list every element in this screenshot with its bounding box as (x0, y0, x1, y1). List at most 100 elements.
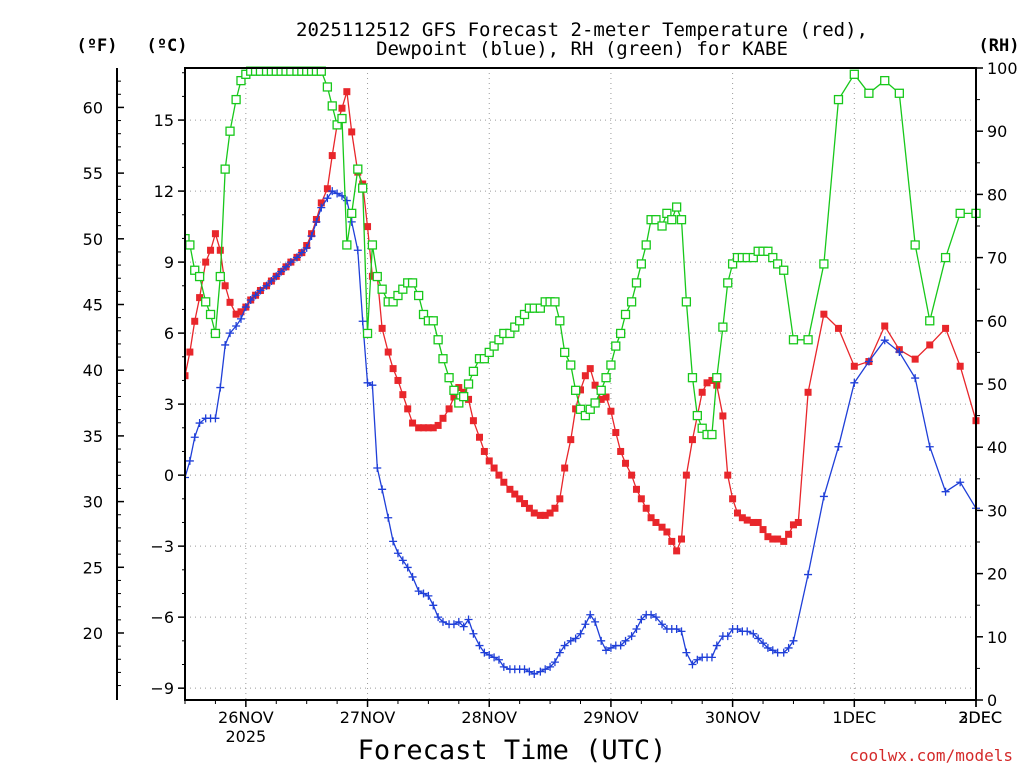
temperature-point (780, 537, 788, 545)
rh-point (535, 303, 545, 313)
dewpoint-line (185, 190, 977, 675)
temperature-point (561, 464, 569, 472)
dewpoint-point (541, 665, 550, 674)
rh-tick-label: 50 (987, 375, 1007, 394)
rh-point (819, 259, 829, 269)
rh-tick-label: 30 (987, 501, 1007, 520)
dewpoint-point (333, 189, 342, 198)
temperature-point (536, 511, 544, 519)
fahrenheit-tick-label: 55 (83, 164, 103, 183)
rh-point (575, 404, 586, 414)
temperature-point (729, 495, 737, 503)
temperature-point (216, 246, 224, 254)
rh-point (215, 271, 225, 282)
dewpoint-point (571, 634, 580, 643)
temperature-point (506, 485, 514, 493)
rh-point (763, 246, 773, 256)
dewpoint-point (363, 378, 372, 387)
temperature-point (617, 447, 625, 455)
dewpoint-point (682, 648, 691, 657)
temperature-point (577, 386, 584, 394)
temperature-point (602, 393, 610, 401)
x-tick-label: 29NOV (583, 708, 639, 727)
celsius-tick-label: −3 (150, 537, 174, 556)
rh-point (489, 341, 499, 351)
rh-point (585, 404, 595, 414)
dewpoint-point (499, 662, 508, 671)
dewpoint-point (759, 639, 768, 648)
rh-point (185, 233, 190, 244)
temperature-point (530, 509, 538, 517)
temperature-point (394, 376, 402, 384)
temperature-point (415, 424, 423, 432)
rh-point (631, 278, 642, 288)
rh-point (479, 354, 490, 364)
temperature-point (738, 514, 746, 522)
x-tick-label: 2DEC (958, 708, 1002, 727)
temperature-point (688, 436, 696, 444)
rh-point (606, 360, 616, 370)
dewpoint-point (302, 243, 311, 252)
dewpoint-point (277, 267, 286, 276)
x-tick-label: 3DEC (958, 708, 1002, 727)
rh-point (468, 366, 479, 377)
fahrenheit-tick-label: 20 (83, 624, 103, 643)
dewpoint-point (236, 314, 245, 323)
rh-point (367, 240, 378, 250)
celsius-tick-label: 9 (164, 253, 174, 272)
temperature-point (541, 511, 549, 519)
dewpoint-point (520, 665, 529, 674)
dewpoint-point (246, 295, 255, 304)
rh-point (676, 215, 687, 225)
rh-point (377, 284, 387, 294)
dewpoint-point (459, 622, 468, 631)
dewpoint-point (723, 632, 732, 641)
dewpoint-point (597, 636, 606, 645)
dewpoint-point (749, 629, 758, 638)
temperature-point (237, 308, 245, 316)
rh-point (463, 379, 474, 389)
rh-point (940, 252, 951, 263)
rh-point (626, 297, 637, 307)
rh-point (449, 385, 459, 395)
dewpoint-point (712, 641, 721, 650)
rh-point (322, 82, 333, 92)
celsius-tick-label: 15 (154, 111, 174, 130)
dewpoint-point (241, 303, 250, 312)
dewpoint-point (490, 653, 499, 662)
rh-point (372, 271, 382, 282)
dewpoint-point (536, 667, 545, 676)
fahrenheit-tick-label: 50 (83, 230, 103, 249)
rh-point (707, 429, 717, 440)
rh-point (671, 202, 682, 212)
dewpoint-point (763, 643, 772, 652)
temperature-point (637, 495, 645, 503)
rh-point (772, 259, 783, 269)
temperature-point (389, 365, 397, 373)
temperature-point (185, 372, 189, 380)
dewpoint-point (819, 492, 828, 501)
temperature-point (942, 324, 950, 332)
dewpoint-point (834, 442, 843, 451)
dewpoint-point (469, 629, 478, 638)
fahrenheit-tick-label: 40 (83, 361, 103, 380)
temperature-point (455, 384, 463, 392)
rh-point (864, 88, 874, 98)
rh-point (185, 240, 195, 250)
temperature-point (202, 258, 210, 266)
dewpoint-point (297, 248, 306, 257)
dewpoint-point (398, 556, 407, 565)
rh-tick-label: 100 (987, 59, 1018, 78)
dewpoint-point (262, 281, 271, 290)
rh-point (519, 309, 530, 320)
temperature-point (834, 324, 842, 332)
rh-point (894, 88, 904, 98)
temperature-point (754, 518, 762, 526)
dewpoint-point (591, 617, 600, 626)
temperature-point (546, 509, 554, 517)
rh-point (388, 297, 398, 307)
rh-point (880, 75, 890, 86)
dewpoint-point (282, 262, 291, 271)
rh-point (332, 120, 342, 130)
